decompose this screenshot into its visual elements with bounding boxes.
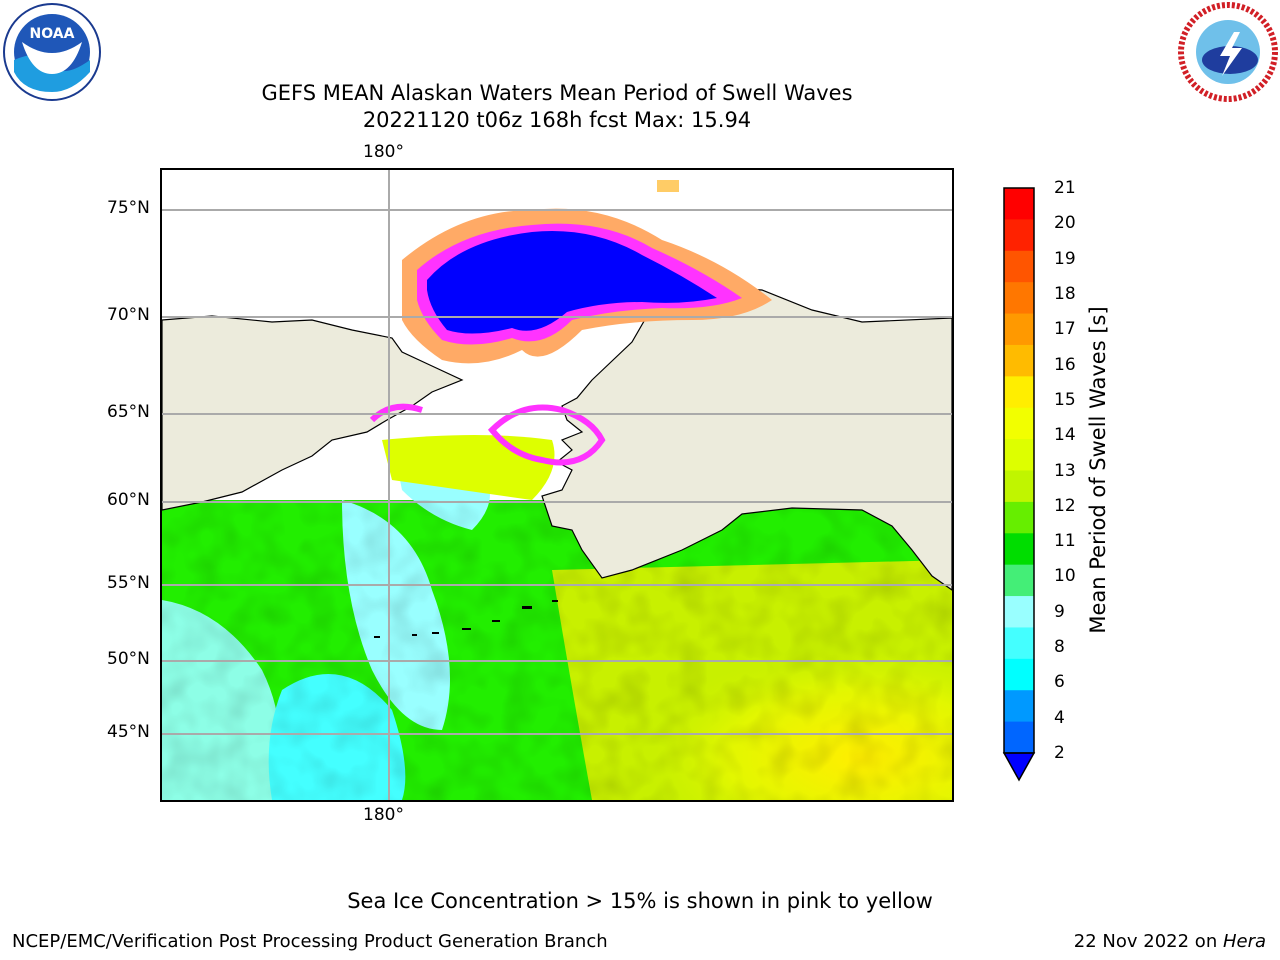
footer-host: Hera [1222, 931, 1266, 952]
colorbar-cell [1004, 376, 1034, 409]
footer-right: 22 Nov 2022 on Hera [1074, 931, 1266, 952]
ice-caption: Sea Ice Concentration > 15% is shown in … [347, 889, 933, 913]
colorbar-tick-label: 2 [1054, 743, 1065, 763]
colorbar-cell [1004, 658, 1034, 691]
map-panel [160, 168, 954, 802]
colorbar-cell [1004, 596, 1034, 628]
colorbar-cell [1004, 439, 1034, 471]
lat-label-70: 70°N [107, 305, 150, 325]
chart-subtitle: 20221120 t06z 168h fcst Max: 15.94 [362, 108, 752, 132]
colorbar-cell [1004, 627, 1034, 660]
lat-label-65: 65°N [107, 402, 150, 422]
sea-ice-core [427, 230, 717, 334]
colorbar-tick-label: 6 [1054, 672, 1065, 693]
noaa-logo: NOAA [3, 3, 101, 101]
colorbar-cell [1004, 564, 1034, 597]
colorbar-tick-label: 16 [1054, 354, 1076, 375]
colorbar-extend-triangle [1002, 752, 1036, 782]
footer-date: 22 Nov 2022 on [1073, 931, 1223, 952]
colorbar-cell [1004, 188, 1034, 220]
lat-label-55: 55°N [107, 573, 150, 593]
nws-logo [1178, 2, 1278, 102]
colorbar-cell [1004, 721, 1034, 754]
colorbar-tick-label: 19 [1054, 248, 1076, 269]
footer-left: NCEP/EMC/Verification Post Processing Pr… [12, 931, 608, 952]
colorbar-tick-label: 18 [1054, 283, 1076, 304]
lon-label-top: 180° [363, 142, 404, 162]
colorbar-tick-label: 9 [1054, 601, 1065, 622]
colorbar-tick-label: 13 [1054, 460, 1076, 481]
swell-period-map [162, 170, 952, 800]
colorbar-cell [1004, 501, 1034, 534]
colorbar-cell [1004, 690, 1034, 723]
colorbar-cell [1004, 344, 1034, 377]
colorbar-tick-label: 17 [1054, 319, 1076, 340]
colorbar-cell [1004, 533, 1034, 566]
colorbar-cell [1004, 282, 1034, 315]
colorbar-label: Mean Period of Swell Waves [s] [1086, 306, 1110, 634]
colorbar-tick-label: 15 [1054, 389, 1076, 410]
lon-label-bottom: 180° [363, 805, 404, 825]
colorbar-tick-label: 4 [1054, 707, 1065, 728]
lat-label-60: 60°N [107, 490, 150, 510]
lat-label-50: 50°N [107, 649, 150, 669]
colorbar-tick-label: 20 [1054, 213, 1076, 234]
graticule [162, 170, 952, 800]
colorbar-tick-label: 10 [1054, 566, 1076, 587]
lat-label-45: 45°N [107, 722, 150, 742]
colorbar-cell [1004, 470, 1034, 503]
aleutian-islands [374, 600, 558, 638]
colorbar-tick-label: 8 [1054, 637, 1065, 658]
colorbar-tick-label: 12 [1054, 495, 1076, 516]
lat-label-75: 75°N [107, 198, 150, 218]
colorbar-cell [1004, 250, 1034, 283]
colorbar-cell [1004, 407, 1034, 440]
colorbar-tick-label: 21 [1054, 178, 1076, 198]
chart-title: GEFS MEAN Alaskan Waters Mean Period of … [261, 81, 853, 105]
colorbar-cell [1004, 313, 1034, 346]
land-alaska [541, 287, 952, 591]
colorbar-cell [1004, 219, 1034, 252]
colorbar-tick-label: 11 [1054, 531, 1076, 552]
colorbar [1002, 187, 1036, 782]
noaa-logo-text: NOAA [30, 26, 75, 42]
colorbar-tick-label: 14 [1054, 425, 1076, 446]
